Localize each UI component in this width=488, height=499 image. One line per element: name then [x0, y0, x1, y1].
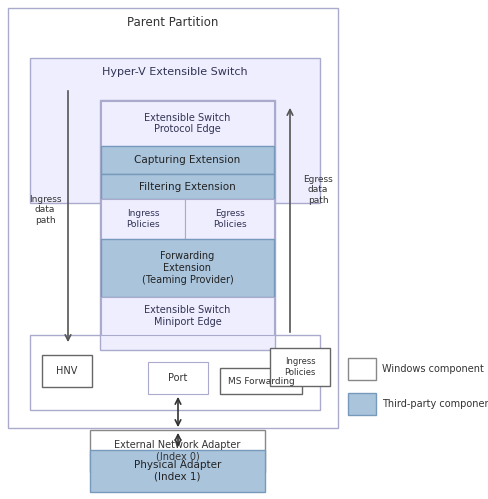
FancyBboxPatch shape [348, 393, 376, 415]
Text: Hyper-V Extensible Switch: Hyper-V Extensible Switch [102, 67, 248, 77]
FancyBboxPatch shape [101, 146, 274, 174]
FancyBboxPatch shape [270, 348, 330, 386]
FancyBboxPatch shape [148, 362, 208, 394]
FancyBboxPatch shape [90, 450, 265, 492]
Text: Extensible Switch
Protocol Edge: Extensible Switch Protocol Edge [144, 113, 231, 134]
Text: Extensible Switch
Miniport Edge: Extensible Switch Miniport Edge [144, 305, 231, 327]
FancyBboxPatch shape [90, 430, 265, 472]
Text: HNV: HNV [56, 366, 78, 376]
Text: Windows component: Windows component [382, 364, 484, 374]
FancyBboxPatch shape [185, 199, 274, 239]
Text: External Network Adapter
(Index 0): External Network Adapter (Index 0) [114, 440, 241, 462]
Text: Egress
Policies: Egress Policies [213, 209, 246, 229]
FancyBboxPatch shape [101, 174, 274, 199]
FancyBboxPatch shape [220, 368, 302, 394]
FancyBboxPatch shape [100, 100, 275, 350]
Text: Parent Partition: Parent Partition [127, 15, 219, 28]
Text: Egress
data
path: Egress data path [303, 175, 333, 205]
Text: Ingress
Policies: Ingress Policies [126, 209, 160, 229]
FancyBboxPatch shape [30, 335, 320, 410]
Text: MS Forwarding: MS Forwarding [227, 377, 294, 386]
Text: Ingress
Policies: Ingress Policies [285, 357, 316, 377]
Text: Filtering Extension: Filtering Extension [139, 182, 236, 192]
Text: Physical Adapter
(Index 1): Physical Adapter (Index 1) [134, 460, 221, 482]
FancyBboxPatch shape [8, 8, 338, 428]
Text: Port: Port [168, 373, 188, 383]
FancyBboxPatch shape [101, 101, 274, 146]
Text: Capturing Extension: Capturing Extension [134, 155, 241, 165]
FancyBboxPatch shape [101, 239, 274, 297]
Text: Forwarding
Extension
(Teaming Provider): Forwarding Extension (Teaming Provider) [142, 251, 233, 284]
Text: Third-party component: Third-party component [382, 399, 488, 409]
FancyBboxPatch shape [348, 358, 376, 380]
FancyBboxPatch shape [42, 355, 92, 387]
FancyBboxPatch shape [30, 58, 320, 203]
Text: Ingress
data
path: Ingress data path [29, 195, 61, 225]
FancyBboxPatch shape [101, 199, 185, 239]
FancyBboxPatch shape [101, 297, 274, 335]
